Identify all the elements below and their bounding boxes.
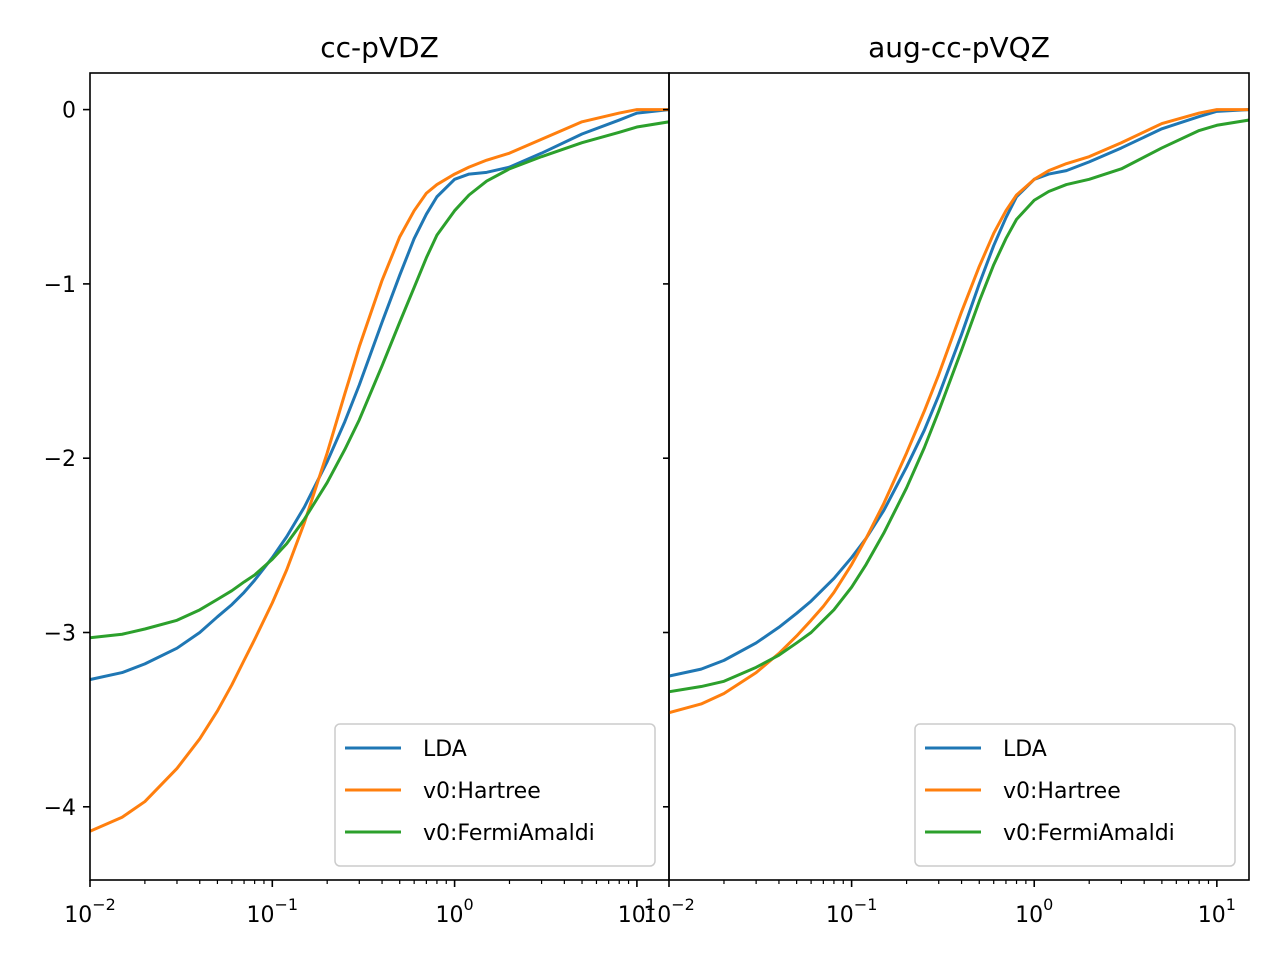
legend-label: LDA (1003, 737, 1047, 762)
x-tick-label: 100 (1015, 895, 1053, 928)
legend-box (914, 723, 1236, 867)
y-tick-label: −4 (44, 796, 76, 821)
x-tick-label: 10−2 (643, 895, 695, 928)
y-tick-label: −1 (44, 273, 76, 298)
legend-label: v0:Hartree (1003, 779, 1121, 804)
legend-label: LDA (423, 737, 467, 762)
series-line-v0-fermiamaldi (669, 118, 1249, 694)
chart-title: cc-pVDZ (320, 31, 439, 64)
legend-label: v0:FermiAmaldi (1003, 821, 1175, 846)
x-tick-label: 101 (618, 895, 656, 928)
chart-title: aug-cc-pVQZ (868, 31, 1050, 64)
series-line-v0-fermiamaldi (90, 120, 669, 640)
legend-box (334, 723, 656, 867)
x-tick-label: 10−1 (826, 895, 878, 928)
series-line-lda (669, 108, 1249, 678)
x-tick-label: 100 (436, 895, 474, 928)
legend: LDA v0:Hartree v0:FermiAmaldi (334, 723, 656, 867)
legend-label: v0:FermiAmaldi (423, 821, 595, 846)
axes-frame (668, 72, 1250, 881)
x-tick-label: 10−2 (64, 895, 116, 928)
y-tick-label: −2 (44, 447, 76, 472)
x-tick-label: 10−1 (247, 895, 299, 928)
series-line-lda (90, 108, 669, 682)
y-tick-label: −3 (44, 621, 76, 646)
x-tick-label: 101 (1198, 895, 1236, 928)
series-line-v0-hartree (669, 108, 1249, 715)
chart-panel-1: cc-pVDZ 10−2 10−1 100 101 0 −1 −2 −3 −4 LDA v0:Hart… (44, 31, 670, 928)
series-line-v0-hartree (90, 108, 669, 833)
chart-panel-2: aug-cc-pVQZ 10−2 10−1 100 101 LDA v0:Hartree v0… (643, 31, 1250, 928)
legend-label: v0:Hartree (423, 779, 541, 804)
legend: LDA v0:Hartree v0:FermiAmaldi (914, 723, 1236, 867)
y-tick-label: 0 (62, 99, 76, 124)
